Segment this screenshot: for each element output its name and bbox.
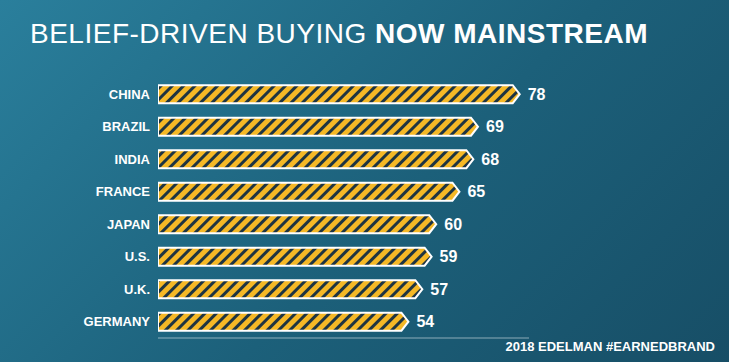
svg-text:68: 68 bbox=[481, 151, 499, 168]
svg-text:65: 65 bbox=[467, 183, 485, 200]
html-text:2018 EDELMAN #EARNEDBRAND: 2018 EDELMAN #EARNEDBRAND bbox=[505, 339, 715, 354]
svg-text:60: 60 bbox=[444, 216, 462, 233]
svg-text:U.S.: U.S. bbox=[125, 249, 150, 264]
svg-text:FRANCE: FRANCE bbox=[96, 184, 150, 199]
svg-text:69: 69 bbox=[486, 118, 504, 135]
svg-text:INDIA: INDIA bbox=[115, 152, 151, 167]
svg-text:59: 59 bbox=[440, 248, 458, 265]
svg-text:CHINA: CHINA bbox=[109, 87, 151, 102]
svg-text:78: 78 bbox=[528, 86, 546, 103]
svg-text:JAPAN: JAPAN bbox=[107, 217, 150, 232]
svg-text:U.K.: U.K. bbox=[124, 282, 150, 297]
svg-text:57: 57 bbox=[430, 281, 448, 298]
svg-text:54: 54 bbox=[416, 313, 434, 330]
html-text:BELIEF-DRIVEN BUYING NOW MAINS: BELIEF-DRIVEN BUYING NOW MAINSTREAM bbox=[30, 18, 648, 49]
svg-text:GERMANY: GERMANY bbox=[84, 314, 151, 329]
svg-text:BRAZIL: BRAZIL bbox=[102, 119, 150, 134]
